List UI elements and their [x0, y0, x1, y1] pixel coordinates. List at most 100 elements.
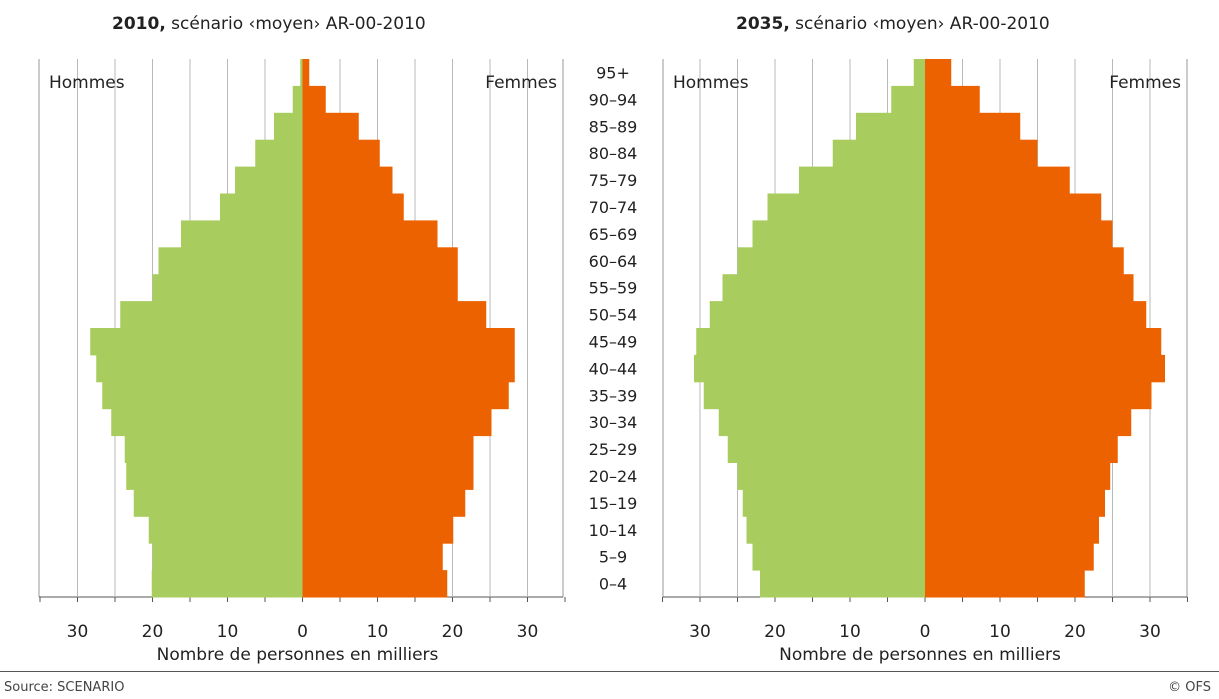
bar-femmes	[925, 408, 1132, 437]
age-group-label: 45–49	[589, 332, 638, 351]
bar-hommes	[832, 139, 925, 168]
label-hommes: Hommes	[49, 73, 125, 93]
bar-hommes	[799, 166, 925, 194]
bar-hommes	[102, 381, 303, 410]
x-axis-label: Nombre de personnes en milliers	[779, 645, 1061, 665]
x-tick-label: 10	[989, 622, 1011, 642]
bar-hommes	[709, 301, 925, 329]
x-tick-label: 30	[67, 622, 89, 642]
bar-femmes	[302, 112, 359, 141]
bar-femmes	[302, 220, 438, 248]
age-group-label: 75–79	[589, 171, 638, 190]
bar-femmes	[302, 59, 310, 87]
x-tick-label: 30	[1139, 622, 1161, 642]
bar-femmes	[925, 570, 1085, 598]
x-tick-label: 10	[839, 622, 861, 642]
bar-femmes	[925, 166, 1070, 194]
bar-femmes	[925, 59, 952, 87]
bar-femmes	[925, 328, 1162, 356]
bar-hommes	[148, 516, 303, 544]
bar-hommes	[235, 166, 303, 194]
bar-femmes	[302, 489, 466, 517]
bar-hommes	[694, 354, 925, 383]
age-group-label: 30–34	[589, 413, 638, 432]
bar-femmes	[302, 247, 458, 275]
bar-hommes	[742, 489, 925, 517]
bar-femmes	[302, 408, 492, 437]
bar-hommes	[124, 435, 303, 463]
bar-femmes	[925, 543, 1094, 571]
label-femmes: Femmes	[485, 73, 557, 93]
age-group-label: 60–64	[589, 252, 638, 271]
bar-hommes	[96, 354, 303, 383]
x-axis-label: Nombre de personnes en milliers	[157, 645, 439, 665]
bar-hommes	[913, 59, 925, 87]
x-tick-label: 0	[297, 622, 308, 642]
bar-hommes	[696, 328, 925, 356]
bar-femmes	[925, 381, 1152, 410]
bar-femmes	[925, 274, 1134, 302]
bar-femmes	[302, 274, 458, 302]
bar-hommes	[300, 59, 303, 87]
bar-femmes	[925, 139, 1038, 168]
bar-hommes	[133, 489, 303, 517]
x-tick-label: 20	[442, 622, 464, 642]
chart-title-2010: 2010, scénario ‹moyen› AR-00-2010	[112, 14, 426, 34]
bar-femmes	[302, 462, 474, 490]
bar-hommes	[152, 543, 303, 571]
footer-divider	[0, 671, 1219, 672]
bar-hommes	[722, 274, 925, 302]
bar-femmes	[302, 301, 487, 329]
bar-hommes	[891, 85, 925, 114]
age-group-label: 0–4	[599, 575, 627, 594]
pyramid-panel-1: 30 20 10 0 10 20 30 Nombre de personnes en mill…	[662, 59, 1188, 665]
bar-femmes	[925, 516, 1099, 544]
bar-hommes	[120, 301, 303, 329]
bar-hommes	[752, 220, 925, 248]
bar-hommes	[752, 543, 925, 571]
bar-femmes	[302, 570, 448, 598]
x-tick-label: 10	[217, 622, 239, 642]
bar-femmes	[925, 435, 1118, 463]
pyramid-panel-0: 30 20 10 0 10 20 30 Nombre de personnes en mill…	[38, 59, 566, 665]
bar-hommes	[111, 408, 303, 437]
bar-femmes	[925, 354, 1165, 383]
bar-hommes	[90, 328, 303, 356]
age-group-label: 20–24	[589, 467, 638, 486]
bar-hommes	[767, 193, 925, 221]
label-femmes: Femmes	[1109, 73, 1181, 93]
bar-femmes	[302, 85, 326, 114]
age-group-label: 10–14	[589, 521, 638, 540]
bar-femmes	[302, 193, 404, 221]
bar-femmes	[925, 462, 1111, 490]
bar-femmes	[302, 543, 443, 571]
age-group-label: 80–84	[589, 144, 638, 163]
bar-hommes	[274, 112, 303, 141]
x-tick-label: 0	[920, 622, 931, 642]
bar-hommes	[737, 462, 925, 490]
bar-femmes	[925, 220, 1113, 248]
bar-hommes	[255, 139, 303, 168]
bar-hommes	[151, 570, 303, 598]
bar-femmes	[925, 193, 1102, 221]
bar-femmes	[302, 435, 474, 463]
bar-hommes	[126, 462, 303, 490]
x-tick-label: 20	[142, 622, 164, 642]
age-group-label: 5–9	[599, 548, 627, 567]
bar-femmes	[925, 247, 1124, 275]
bar-femmes	[302, 516, 454, 544]
bar-femmes	[302, 328, 515, 356]
bar-hommes	[152, 274, 303, 302]
bar-femmes	[925, 112, 1021, 141]
label-hommes: Hommes	[673, 73, 749, 93]
bar-femmes	[302, 381, 509, 410]
x-tick-label: 20	[1064, 622, 1086, 642]
bar-femmes	[925, 301, 1147, 329]
source-note: Source: SCENARIO	[4, 680, 125, 695]
bar-femmes	[925, 85, 980, 114]
bar-femmes	[302, 166, 393, 194]
chart-title-2035: 2035, scénario ‹moyen› AR-00-2010	[736, 14, 1050, 34]
bar-hommes	[760, 570, 925, 598]
bar-hommes	[737, 247, 925, 275]
